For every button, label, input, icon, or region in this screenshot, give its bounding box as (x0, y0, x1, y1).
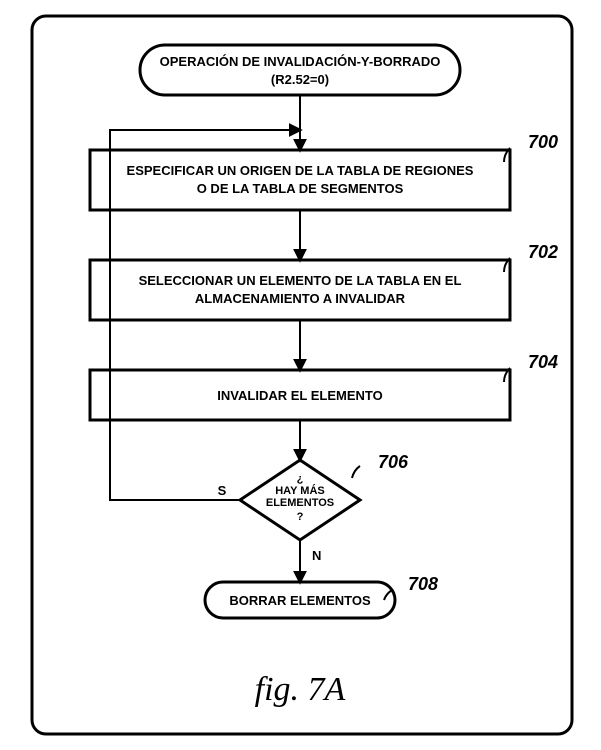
label-no: N (312, 548, 321, 563)
svg-text:INVALIDAR EL ELEMENTO: INVALIDAR EL ELEMENTO (217, 388, 382, 403)
node-start: OPERACIÓN DE INVALIDACIÓN-Y-BORRADO(R2.5… (140, 45, 460, 95)
ref-704: 704 (528, 352, 558, 372)
label-yes: S (218, 483, 227, 498)
ref-702: 702 (528, 242, 558, 262)
figure-caption: fig. 7A (255, 671, 346, 708)
ref-708: 708 (408, 574, 438, 594)
node-end: BORRAR ELEMENTOS (205, 582, 395, 618)
ref-hook-706 (352, 466, 360, 478)
ref-706: 706 (378, 452, 409, 472)
node-n702: SELECCIONAR UN ELEMENTO DE LA TABLA EN E… (90, 260, 510, 320)
node-n704: INVALIDAR EL ELEMENTO (90, 370, 510, 420)
node-decision: ¿HAY MÁSELEMENTOS? (240, 460, 360, 540)
node-n700: ESPECIFICAR UN ORIGEN DE LA TABLA DE REG… (90, 150, 510, 210)
ref-700: 700 (528, 132, 558, 152)
svg-text:BORRAR ELEMENTOS: BORRAR ELEMENTOS (229, 593, 371, 608)
